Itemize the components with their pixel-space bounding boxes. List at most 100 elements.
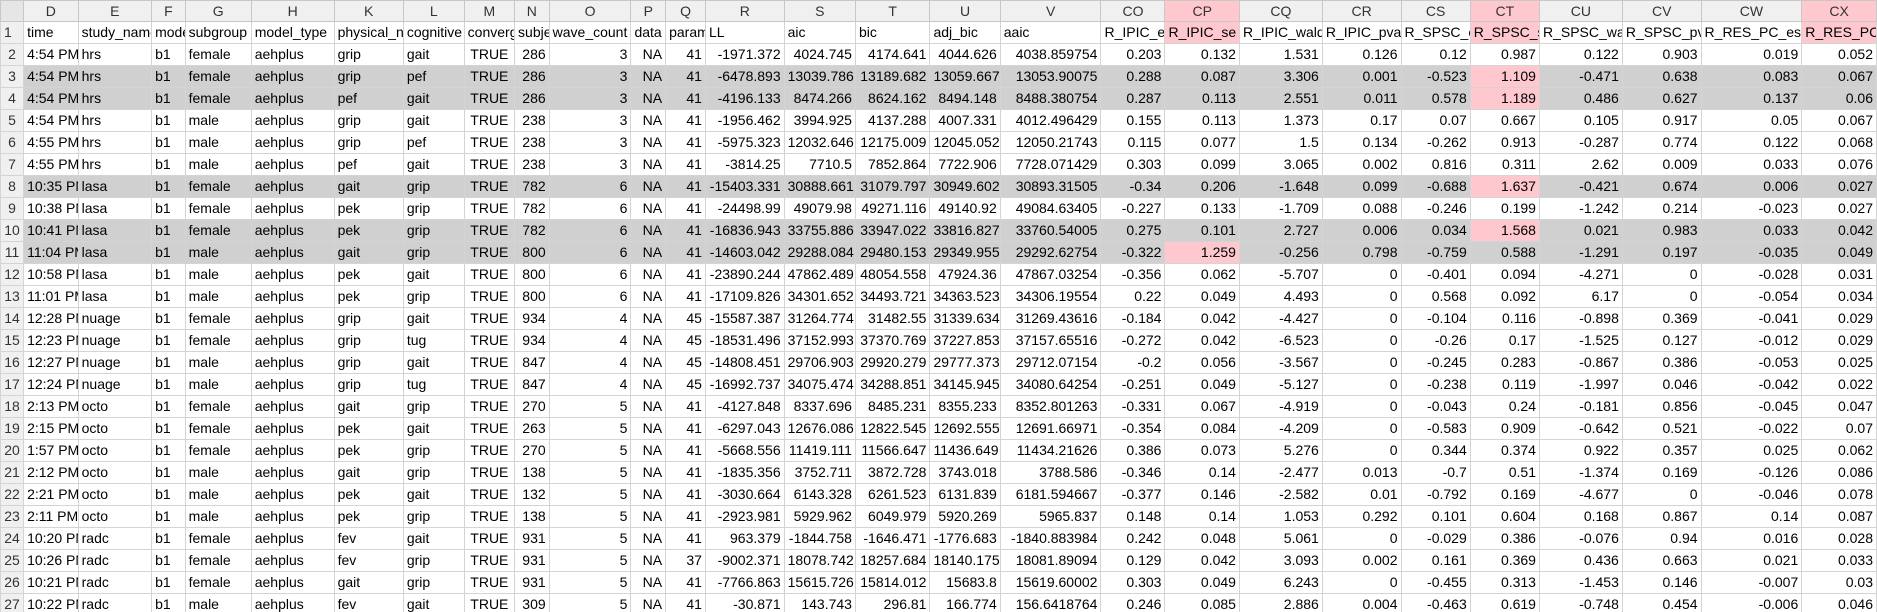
grid-cell[interactable]: -0.401	[1400, 263, 1471, 286]
grid-cell[interactable]: 5	[548, 483, 632, 506]
grid-cell[interactable]: 0	[1321, 285, 1402, 308]
grid-cell[interactable]: 29288.084	[783, 241, 856, 264]
grid-cell[interactable]: 0.034	[1400, 219, 1471, 242]
grid-cell[interactable]: NA	[630, 197, 667, 220]
grid-cell[interactable]: 0.169	[1469, 483, 1540, 506]
grid-cell[interactable]: 31482.55	[854, 307, 931, 330]
grid-cell[interactable]: -0.2	[1100, 351, 1166, 374]
grid-cell[interactable]: fev	[333, 549, 404, 572]
grid-cell[interactable]: -0.34	[1100, 175, 1166, 198]
grid-cell[interactable]: 1.373	[1238, 109, 1323, 132]
grid-cell[interactable]: -0.238	[1400, 373, 1471, 396]
header-cell[interactable]: study_name	[77, 21, 153, 44]
grid-cell[interactable]: aehplus	[250, 219, 335, 242]
grid-cell[interactable]: 37370.769	[854, 329, 931, 352]
grid-cell[interactable]: 3	[548, 87, 632, 110]
grid-cell[interactable]: -0.006	[1700, 593, 1803, 612]
grid-cell[interactable]: 0.049	[1164, 373, 1240, 396]
header-cell[interactable]: LL	[704, 21, 785, 44]
grid-cell[interactable]: gait	[402, 351, 465, 374]
grid-cell[interactable]: -0.046	[1700, 483, 1803, 506]
grid-cell[interactable]: 0.027	[1801, 197, 1877, 220]
header-cell[interactable]: aaic	[999, 21, 1102, 44]
grid-cell[interactable]: pef	[333, 153, 404, 176]
grid-cell[interactable]: 0.134	[1321, 131, 1402, 154]
grid-cell[interactable]: 0.004	[1321, 593, 1402, 612]
grid-cell[interactable]: 4.493	[1238, 285, 1323, 308]
row-number[interactable]: 20	[0, 439, 25, 462]
grid-cell[interactable]: 45	[665, 329, 706, 352]
grid-cell[interactable]: aehplus	[250, 593, 335, 612]
grid-cell[interactable]: 0	[1321, 527, 1402, 550]
grid-cell[interactable]: b1	[151, 263, 186, 286]
grid-cell[interactable]: aehplus	[250, 307, 335, 330]
column-letter-f[interactable]: F	[151, 0, 186, 22]
row-number[interactable]: 6	[0, 131, 25, 154]
row-number[interactable]: 7	[0, 153, 25, 176]
grid-cell[interactable]: 0.674	[1621, 175, 1702, 198]
grid-cell[interactable]: -1776.683	[929, 527, 1001, 550]
header-cell[interactable]: model_type	[250, 21, 335, 44]
grid-cell[interactable]: TRUE	[463, 373, 516, 396]
grid-cell[interactable]: aehplus	[250, 373, 335, 396]
grid-cell[interactable]: -1956.462	[704, 109, 785, 132]
grid-cell[interactable]: b1	[151, 571, 186, 594]
grid-cell[interactable]: 0.092	[1469, 285, 1540, 308]
grid-cell[interactable]: NA	[630, 241, 667, 264]
grid-cell[interactable]: -0.331	[1100, 395, 1166, 418]
grid-cell[interactable]: 0.357	[1621, 439, 1702, 462]
grid-cell[interactable]: 5.061	[1238, 527, 1323, 550]
grid-cell[interactable]: -4.427	[1238, 307, 1323, 330]
grid-cell[interactable]: 5	[548, 527, 632, 550]
row-number[interactable]: 16	[0, 351, 25, 374]
grid-cell[interactable]: 11419.111	[783, 439, 856, 462]
column-letter-d[interactable]: D	[23, 0, 79, 22]
header-cell[interactable]: R_IPIC_wald	[1238, 21, 1323, 44]
column-letter-m[interactable]: M	[463, 0, 516, 22]
grid-cell[interactable]: 33816.827	[929, 219, 1001, 242]
grid-cell[interactable]: 5	[548, 395, 632, 418]
row-number[interactable]: 24	[0, 527, 25, 550]
grid-cell[interactable]: 0.568	[1400, 285, 1471, 308]
grid-cell[interactable]: b1	[151, 395, 186, 418]
column-letter-p[interactable]: P	[630, 0, 667, 22]
grid-cell[interactable]: female	[184, 329, 252, 352]
grid-cell[interactable]: b1	[151, 175, 186, 198]
grid-cell[interactable]: gait	[402, 417, 465, 440]
grid-cell[interactable]: 12:23 PM	[23, 329, 79, 352]
grid-cell[interactable]: 0	[1321, 395, 1402, 418]
grid-cell[interactable]: 0.122	[1700, 131, 1803, 154]
grid-cell[interactable]: aehplus	[250, 571, 335, 594]
grid-cell[interactable]: 0	[1321, 439, 1402, 462]
grid-cell[interactable]: 0.619	[1469, 593, 1540, 612]
grid-cell[interactable]: 5.276	[1238, 439, 1323, 462]
grid-cell[interactable]: b1	[151, 373, 186, 396]
grid-cell[interactable]: -0.028	[1700, 263, 1803, 286]
grid-cell[interactable]: grip	[402, 461, 465, 484]
grid-cell[interactable]: TRUE	[463, 175, 516, 198]
grid-cell[interactable]: -3814.25	[704, 153, 785, 176]
grid-cell[interactable]: -0.421	[1538, 175, 1623, 198]
grid-cell[interactable]: -3.567	[1238, 351, 1323, 374]
grid-cell[interactable]: 309	[514, 593, 550, 612]
grid-cell[interactable]: 3994.925	[783, 109, 856, 132]
grid-cell[interactable]: 15814.012	[854, 571, 931, 594]
grid-cell[interactable]: 0.062	[1164, 263, 1240, 286]
grid-cell[interactable]: 4	[548, 329, 632, 352]
grid-cell[interactable]: TRUE	[463, 241, 516, 264]
grid-cell[interactable]: 45	[665, 373, 706, 396]
grid-cell[interactable]: 6.17	[1538, 285, 1623, 308]
grid-cell[interactable]: -0.035	[1700, 241, 1803, 264]
grid-cell[interactable]: -4127.848	[704, 395, 785, 418]
column-letter-cx[interactable]: CX	[1801, 0, 1877, 22]
grid-cell[interactable]: b1	[151, 65, 186, 88]
grid-cell[interactable]: NA	[630, 571, 667, 594]
grid-cell[interactable]: 29480.153	[854, 241, 931, 264]
grid-cell[interactable]: TRUE	[463, 417, 516, 440]
grid-cell[interactable]: 30888.661	[783, 175, 856, 198]
grid-cell[interactable]: 41	[665, 197, 706, 220]
column-letter-h[interactable]: H	[250, 0, 335, 22]
grid-cell[interactable]: 0.369	[1469, 549, 1540, 572]
grid-cell[interactable]: 0.816	[1400, 153, 1471, 176]
grid-cell[interactable]: b1	[151, 417, 186, 440]
